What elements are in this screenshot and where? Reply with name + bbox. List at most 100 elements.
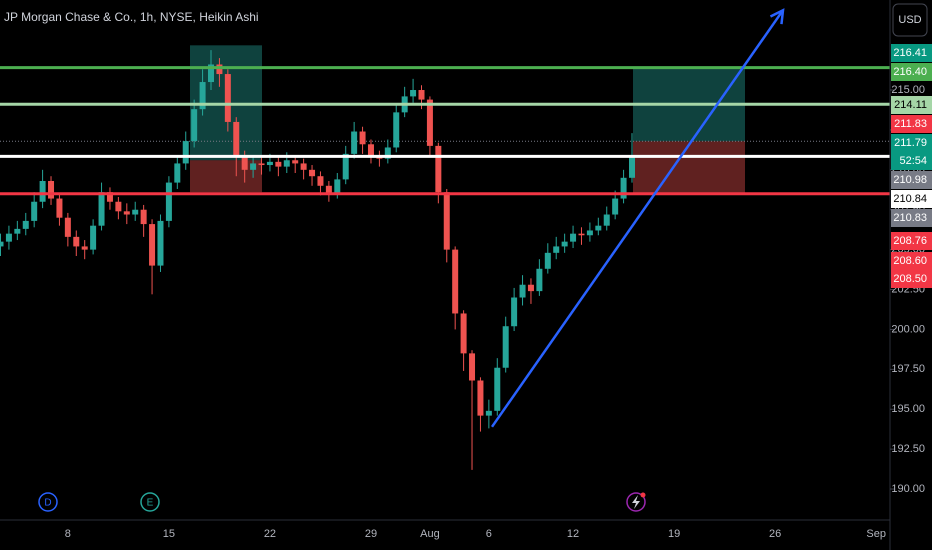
price-badge (891, 270, 932, 288)
y-tick-label: 200.00 (891, 323, 925, 335)
candle-body (561, 241, 568, 247)
candle-body (157, 220, 164, 266)
candle-body (435, 145, 442, 193)
currency-label[interactable]: USD (898, 14, 921, 26)
candle-body (14, 228, 21, 234)
price-badge-label: 210.83 (893, 212, 927, 224)
candle-body (0, 241, 4, 247)
price-badge (891, 63, 932, 81)
candle-body (418, 90, 425, 100)
candle-body (233, 121, 240, 158)
x-tick-label: 19 (668, 528, 680, 540)
candle-body (182, 141, 189, 164)
candle-body (536, 268, 543, 292)
x-tick-label: 15 (163, 528, 175, 540)
currency-button[interactable] (892, 3, 928, 37)
x-tick-label: 8 (65, 528, 71, 540)
candle-body (115, 201, 122, 212)
candle-body (502, 326, 509, 368)
candle-body (384, 147, 391, 159)
event-icon (140, 492, 160, 512)
candle-body (469, 353, 476, 381)
event-label: E (147, 498, 154, 509)
price-badge-label: 208.50 (893, 273, 927, 285)
price-badge-label: 216.41 (893, 47, 927, 59)
price-badge (891, 134, 932, 170)
candle-body (123, 211, 130, 215)
price-badge (891, 115, 932, 133)
candle-body (334, 179, 341, 194)
candle-body (73, 236, 80, 247)
price-badge (891, 171, 932, 189)
candle-body (426, 99, 433, 146)
chart-title: JP Morgan Chase & Co., 1h, NYSE, Heikin … (4, 10, 259, 24)
candle-body (629, 157, 635, 178)
y-tick-label: 215.00 (891, 84, 925, 96)
trend-line (490, 9, 785, 428)
candle-body (132, 209, 139, 215)
price-badge-label: 211.79 (894, 137, 927, 149)
candle-body (485, 410, 492, 416)
price-badge (891, 96, 932, 114)
candle-body (367, 144, 374, 156)
x-tick-label: Aug (420, 528, 440, 540)
x-tick-label: 22 (264, 528, 276, 540)
candle-body (317, 176, 324, 186)
candle-body (351, 131, 358, 154)
candle-body (140, 209, 147, 225)
candle-body (309, 169, 316, 177)
candle-body (544, 252, 551, 269)
event-icon (38, 492, 58, 512)
x-tick-label: 6 (486, 528, 492, 540)
candle-body (620, 177, 627, 199)
price-badge (891, 232, 932, 250)
candle-body (519, 284, 526, 298)
event-icon[interactable] (626, 492, 646, 512)
candle-body (5, 233, 12, 242)
x-tick-label: 12 (567, 528, 579, 540)
candle-body (258, 163, 265, 166)
candle-body (208, 64, 214, 83)
candle-body (325, 185, 332, 194)
candle-body (106, 192, 113, 202)
candle-body (22, 220, 29, 229)
candle-body (292, 160, 299, 164)
candle-body (477, 380, 484, 416)
candle-body (56, 198, 63, 218)
candle-body (359, 131, 366, 145)
price-badge-label: 208.76 (893, 235, 927, 247)
candle-body (342, 153, 349, 180)
candle-body (266, 161, 273, 166)
x-tick-label: 26 (769, 528, 781, 540)
price-badge (891, 190, 932, 208)
y-tick-label: 197.50 (891, 363, 925, 375)
plot-area (0, 8, 890, 470)
y-tick-label: 190.00 (891, 483, 925, 495)
candle-body (199, 82, 206, 110)
candle-body (174, 163, 181, 183)
candle-body (553, 246, 560, 253)
lightning-event[interactable] (626, 492, 646, 512)
candle-body (570, 233, 577, 242)
candle-body (603, 214, 610, 226)
loss-zone (633, 141, 745, 194)
countdown-label: 52:54 (899, 155, 927, 167)
price-badge-label: 214.11 (894, 99, 927, 111)
candle-body (595, 225, 602, 231)
price-badge (891, 44, 932, 62)
candle-body (612, 198, 619, 215)
candle-body (224, 74, 231, 122)
candle-body (250, 163, 257, 170)
candle-body (90, 225, 97, 250)
candle-body (241, 157, 248, 170)
x-tick-label: Sep (866, 528, 886, 540)
price-badge-label: 208.60 (893, 255, 927, 267)
candle-body (81, 246, 88, 250)
candle-body (31, 201, 38, 221)
price-badge-label: 210.84 (893, 193, 927, 205)
event-label: D (44, 498, 51, 509)
candle-body (527, 284, 534, 292)
